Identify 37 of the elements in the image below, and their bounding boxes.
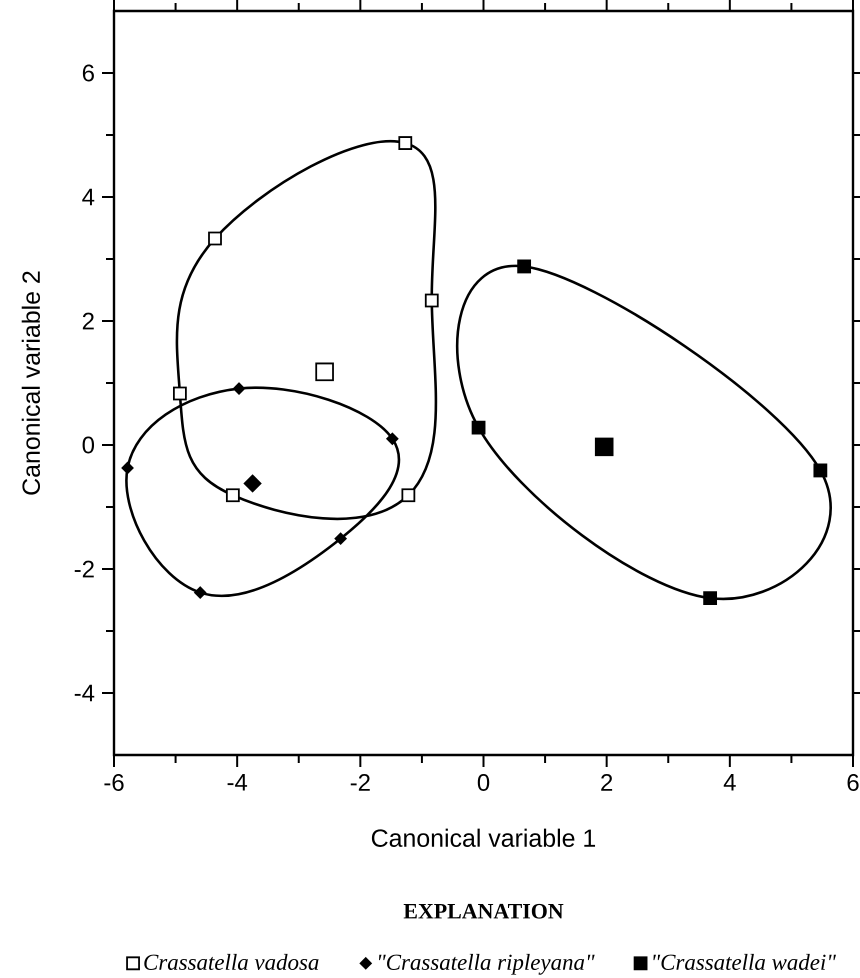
legend-label: "Crassatella ripleyana" [379,954,595,975]
x-tick-label: 6 [848,774,859,791]
legend-label: Crassatella vadosa [144,954,318,970]
point [472,420,486,435]
point [232,382,246,395]
y-tick-label: 4 [82,188,94,206]
point [703,591,718,606]
point [424,294,439,308]
y-tick-label: 6 [82,64,94,82]
x-tick-label: 0 [478,774,490,791]
y-tick-label: -4 [74,684,94,702]
point [517,260,532,274]
y-tick-label: 2 [82,312,94,330]
point [315,362,334,382]
x-tick-label: -4 [228,774,248,790]
x-tick-label: -6 [104,774,124,791]
point [243,474,262,493]
point [121,462,134,474]
legend-label: "Crassatella wadei" [653,954,836,970]
point [194,586,207,599]
y-axis-title: Canonical variable 2 [22,271,40,495]
y-tick-label: -2 [74,560,94,578]
point [208,232,222,246]
x-tick-label: -2 [350,774,370,791]
x-tick-label: 4 [724,774,736,790]
point [398,136,412,150]
point [813,464,828,478]
point [594,438,614,456]
point [334,532,348,546]
y-tick-label: 0 [82,436,94,454]
point [226,488,240,502]
x-tick-label: 2 [601,774,612,791]
point [401,488,416,502]
legend-title: EXPLANATION [404,904,564,919]
x-axis-title: Canonical variable 1 [372,828,596,847]
point [172,386,187,400]
point [386,432,399,446]
